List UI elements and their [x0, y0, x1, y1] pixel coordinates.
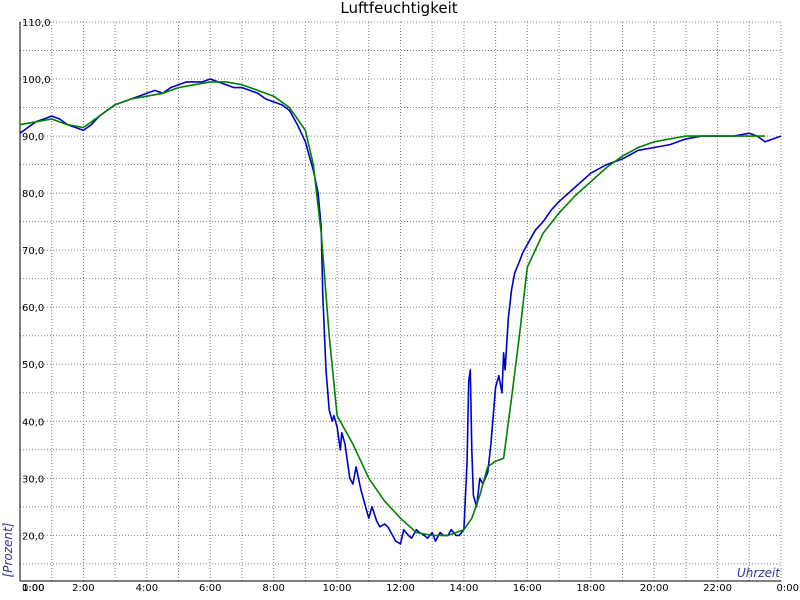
x-tick-label: 0:00 [777, 583, 799, 594]
y-tick-label: 20,0 [22, 531, 44, 542]
x-tick-label: 0:00 [22, 583, 44, 594]
y-axis-label: [Prozent] [1, 522, 15, 577]
axes [19, 22, 781, 582]
y-tick-label: 80,0 [22, 189, 44, 200]
y-tick-label: 40,0 [22, 417, 44, 428]
y-tick-label: 110,0 [22, 18, 51, 29]
grid [20, 21, 782, 581]
x-tick-label: 22:00 [703, 583, 732, 594]
x-tick-label: 20:00 [640, 583, 669, 594]
series-layer [19, 78, 782, 545]
y-tick-label: 50,0 [22, 360, 44, 371]
x-tick-labels: 0:00 2:00 4:00 6:00 8:00 10:00 12:00 14:00 16:00… [22, 583, 799, 594]
x-tick-label: 8:00 [262, 583, 284, 594]
x-tick-label: 18:00 [576, 583, 605, 594]
y-tick-label: 30,0 [22, 474, 44, 485]
y-tick-labels: 20,0 30,0 40,0 50,0 60,0 70,0 80,0 90,0 100,0 110… [22, 18, 51, 542]
x-tick-label: 6:00 [199, 583, 221, 594]
x-axis-label: Uhrzeit [737, 566, 781, 580]
x-tick-label-start: 1:00 [22, 583, 44, 594]
x-tick-label: 10:00 [323, 583, 352, 594]
x-tick-label: 4:00 [136, 583, 158, 594]
y-tick-label: 100,0 [22, 75, 51, 86]
y-tick-label: 70,0 [22, 246, 44, 257]
y-tick-label: 90,0 [22, 132, 44, 143]
x-tick-label: 12:00 [386, 583, 415, 594]
x-tick-label: 2:00 [72, 583, 94, 594]
y-tick-label: 60,0 [22, 303, 44, 314]
x-tick-label: 16:00 [513, 583, 542, 594]
chart-title: Luftfeuchtigkeit [340, 0, 457, 17]
x-tick-label: 14:00 [450, 583, 479, 594]
series-line-measured [19, 78, 782, 545]
series-line-smoothed [19, 81, 766, 537]
